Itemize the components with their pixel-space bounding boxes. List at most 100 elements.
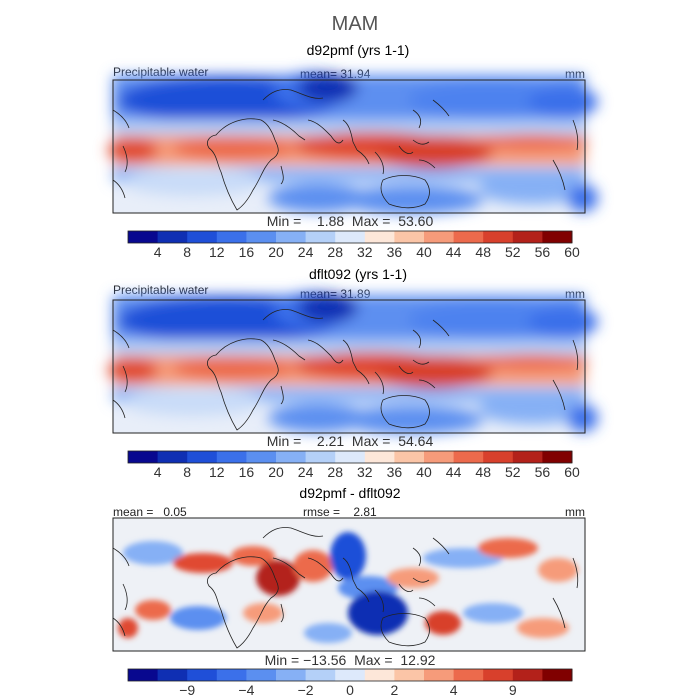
colorbar-frame (127, 450, 573, 464)
colorbar-swatch (483, 669, 514, 681)
colorbar-swatch (305, 669, 336, 681)
panel-2-minmax: Min = 2.21 Max = 54.64 (267, 433, 434, 449)
colorbar-swatch (246, 451, 277, 463)
colorbar-tick-label: 60 (564, 244, 580, 260)
colorbar-tick-label: 36 (387, 464, 403, 480)
colorbar-swatch (157, 669, 188, 681)
panel-1-colorbar: 4 8 12 16 20 24 28 32 36 40 44 48 52 56 60 (127, 230, 580, 260)
panel-3-variable-label: mean = 0.05 (113, 505, 187, 519)
panel-3-title: d92pmf - dflt092 (299, 485, 400, 501)
colorbar-tick-label: 52 (505, 244, 521, 260)
panel-1-minmax: Min = 1.88 Max = 53.60 (267, 213, 434, 229)
panel-3: d92pmf - dflt092 mean = 0.05 rmse = 2.81… (112, 485, 586, 698)
colorbar-swatch (424, 669, 455, 681)
colorbar-tick-label: −9 (179, 682, 195, 698)
panel-1: d92pmf (yrs 1-1) Precipitable water mean… (108, 42, 598, 260)
colorbar-tick-label: 60 (564, 464, 580, 480)
colorbar-swatch (394, 231, 425, 243)
colorbar-swatch (128, 451, 159, 463)
colorbar-swatch (128, 669, 159, 681)
colorbar-tick-label: 16 (239, 464, 255, 480)
colorbar-tick-label: −4 (238, 682, 254, 698)
colorbar-swatch (394, 451, 425, 463)
colorbar-swatch (216, 669, 247, 681)
panel-2: dflt092 (yrs 1-1) Precipitable water mea… (108, 266, 598, 480)
figure-title: MAM (332, 13, 379, 35)
colorbar-swatch (128, 231, 159, 243)
colorbar-swatch (453, 231, 484, 243)
colorbar-tick-label: 36 (387, 244, 403, 260)
panel-2-variable-label: Precipitable water (113, 283, 208, 297)
panel-3-colorbar: −9 −4 −2 0 2 4 9 (127, 668, 573, 698)
colorbar-tick-label: 48 (475, 464, 491, 480)
colorbar-tick-label: 40 (416, 244, 432, 260)
colorbar-tick-label: 56 (535, 244, 551, 260)
colorbar-tick-label: 20 (268, 244, 284, 260)
colorbar-swatch (394, 669, 425, 681)
colorbar-swatch (542, 451, 573, 463)
colorbar-tick-label: 44 (446, 244, 462, 260)
colorbar-swatch (335, 451, 366, 463)
colorbar-swatch (276, 669, 307, 681)
colorbar-swatch (187, 451, 218, 463)
colorbar-swatch (276, 451, 307, 463)
colorbar-tick-label: 52 (505, 464, 521, 480)
panel-3-stat-label: rmse = 2.81 (303, 505, 377, 519)
colorbar-tick-label: 24 (298, 464, 314, 480)
panel-1-title: d92pmf (yrs 1-1) (307, 42, 410, 58)
colorbar-frame (127, 668, 573, 682)
colorbar-tick-label: −2 (298, 682, 314, 698)
colorbar-swatch (246, 231, 277, 243)
colorbar-swatch (512, 669, 543, 681)
colorbar-tick-label: 12 (209, 244, 225, 260)
colorbar-swatch (483, 451, 514, 463)
panel-2-map (108, 292, 598, 434)
colorbar-swatch (512, 451, 543, 463)
colorbar-tick-label: 20 (268, 464, 284, 480)
panel-2-title: dflt092 (yrs 1-1) (309, 266, 407, 282)
panel-1-map (108, 72, 598, 214)
colorbar-swatch (157, 231, 188, 243)
colorbar-swatch (424, 231, 455, 243)
colorbar-tick-label: 4 (450, 682, 458, 698)
colorbar-swatch (157, 451, 188, 463)
colorbar-swatch (216, 231, 247, 243)
colorbar-swatch (364, 231, 395, 243)
colorbar-swatch (512, 231, 543, 243)
colorbar-tick-label: 24 (298, 244, 314, 260)
colorbar-swatch (246, 669, 277, 681)
panel-3-minmax: Min = −13.56 Max = 12.92 (265, 652, 436, 668)
colorbar-tick-label: 8 (183, 244, 191, 260)
colorbar-swatch (187, 231, 218, 243)
panel-2-colorbar: 4 8 12 16 20 24 28 32 36 40 44 48 52 56 60 (127, 450, 580, 480)
colorbar-swatch (542, 669, 573, 681)
colorbar-tick-label: 12 (209, 464, 225, 480)
colorbar-tick-label: 44 (446, 464, 462, 480)
colorbar-tick-label: 40 (416, 464, 432, 480)
colorbar-tick-label: 56 (535, 464, 551, 480)
colorbar-tick-label: 4 (154, 244, 162, 260)
colorbar-swatch (364, 451, 395, 463)
colorbar-swatch (305, 231, 336, 243)
colorbar-tick-label: 16 (239, 244, 255, 260)
colorbar-swatch (453, 669, 484, 681)
colorbar-tick-label: 28 (327, 464, 343, 480)
colorbar-swatch (335, 231, 366, 243)
colorbar-swatch (187, 669, 218, 681)
colorbar-tick-label: 8 (183, 464, 191, 480)
colorbar-swatch (335, 669, 366, 681)
colorbar-tick-label: 48 (475, 244, 491, 260)
colorbar-tick-label: 32 (357, 244, 373, 260)
colorbar-tick-label: 4 (154, 464, 162, 480)
colorbar-swatch (216, 451, 247, 463)
panel-3-map (112, 517, 586, 652)
colorbar-swatch (364, 669, 395, 681)
colorbar-swatch (542, 231, 573, 243)
colorbar-tick-label: 0 (346, 682, 354, 698)
colorbar-swatch (276, 231, 307, 243)
colorbar-tick-label: 9 (509, 682, 517, 698)
colorbar-frame (127, 230, 573, 244)
colorbar-tick-label: 2 (391, 682, 399, 698)
colorbar-swatch (483, 231, 514, 243)
